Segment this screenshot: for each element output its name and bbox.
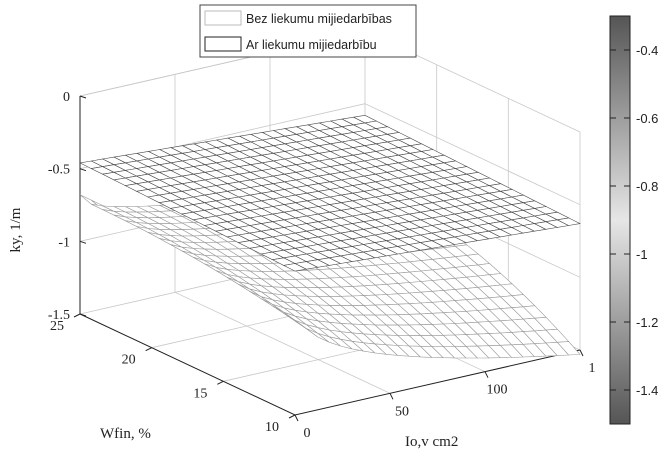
colorbar-tick-label: -0.4	[636, 43, 658, 58]
z-tick-label: -1	[58, 235, 70, 250]
legend: Bez liekumu mijiedarbības Ar liekumu mij…	[199, 4, 417, 58]
x-axis-label: Io,v cm2	[405, 434, 458, 450]
y-tick	[145, 347, 152, 352]
z-tick	[79, 240, 87, 244]
legend-swatch-bez	[204, 10, 242, 26]
y-axis-label: Wfin, %	[100, 426, 151, 442]
colorbar-tick-label: -1.4	[636, 383, 658, 398]
z-axis-label: ky, 1/m	[8, 207, 24, 252]
x-tick-label: 50	[395, 404, 409, 419]
y-tick-label: 15	[193, 386, 207, 401]
x-tick-label: 100	[487, 383, 508, 398]
surface-ar-cell	[556, 217, 581, 226]
legend-entry-ar: Ar liekumu mijiedarbību	[246, 38, 377, 52]
z-tick-label: -1.5	[48, 308, 70, 323]
colorbar: -0.4 -0.6 -0.8 -1 -1.2 -1.4	[609, 15, 658, 425]
z-tick-label: 0	[63, 90, 70, 105]
surface-bez-cell	[556, 341, 581, 356]
y-tick	[73, 313, 81, 318]
y-tick-label: 25	[50, 319, 64, 334]
z-tick	[79, 95, 87, 99]
legend-swatch-ar	[204, 36, 242, 52]
z-tick	[79, 168, 87, 172]
x-tick-label: 0	[304, 426, 311, 441]
y-tick	[217, 380, 224, 385]
y-tick-label: 10	[265, 420, 279, 435]
legend-entry-bez: Bez liekumu mijiedarbības	[246, 12, 392, 26]
colorbar-tick-label: -0.6	[636, 111, 658, 126]
z-tick-label: -0.5	[48, 163, 70, 178]
y-tick-label: 20	[122, 353, 136, 368]
colorbar-tick-label: -1	[636, 247, 648, 262]
x-tick	[294, 414, 299, 422]
x-tick	[484, 371, 489, 378]
colorbar-tick-label: -0.8	[636, 179, 658, 194]
y-tick	[288, 414, 296, 419]
x-tick-label: 1	[589, 361, 596, 376]
z-tick	[79, 313, 87, 317]
x-tick	[579, 349, 584, 357]
x-tick	[389, 393, 394, 400]
surface-ar-liekumu	[79, 114, 581, 272]
colorbar-tick-label: -1.2	[636, 315, 658, 330]
